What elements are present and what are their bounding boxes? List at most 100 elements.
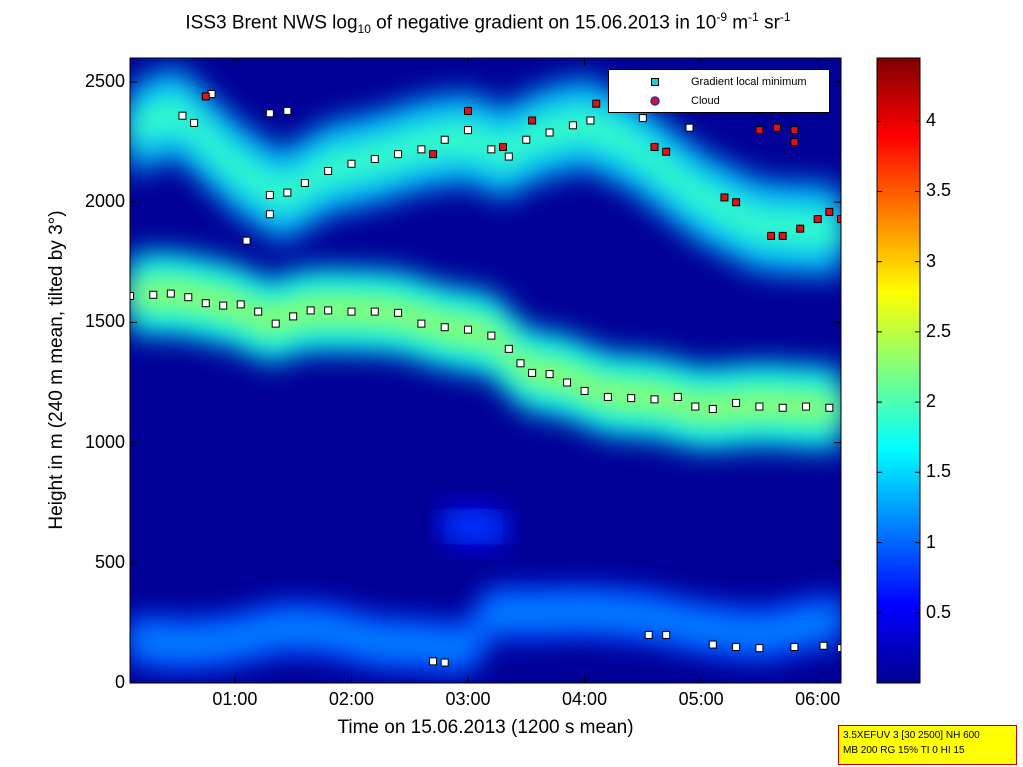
gradient-minimum-point	[644, 630, 653, 639]
gradient-minimum-point	[394, 150, 403, 159]
cloud-point	[498, 142, 507, 151]
x-tick-label: 01:00	[212, 689, 258, 709]
cloud-point	[592, 99, 601, 108]
gradient-minimum-point	[201, 299, 210, 308]
gradient-minimum-point	[650, 395, 659, 404]
gradient-minimum-point	[265, 191, 274, 200]
gradient-minimum-point	[464, 126, 473, 135]
gradient-minimum-point	[685, 123, 694, 132]
legend-label-cloud: Cloud	[691, 95, 720, 107]
gradient-minimum-point	[265, 109, 274, 118]
x-tick-label: 03:00	[445, 689, 491, 709]
x-axis-label: Time on 15.06.2013 (1200 s mean)	[337, 717, 634, 738]
colorbar	[876, 57, 921, 684]
x-tick-label: 02:00	[328, 689, 374, 709]
gradient-minimum-point	[662, 630, 671, 639]
gradient-minimum-point	[638, 114, 647, 123]
y-tick-label: 2500	[84, 71, 125, 92]
colorbar-tick-label: 2.5	[926, 320, 952, 341]
gradient-minimum-point	[347, 159, 356, 168]
colorbar-tick-label: 4	[926, 110, 937, 131]
heatmap-area	[130, 58, 841, 683]
gradient-minimum-point	[347, 307, 356, 316]
gradient-minimum-point	[755, 402, 764, 411]
title-prefix: ISS3 Brent NWS log	[185, 12, 358, 34]
cloud-point	[650, 142, 659, 151]
cloud-point	[755, 126, 764, 135]
legend-square-marker	[651, 78, 659, 86]
y-axis-label: Height in m (240 m mean, tilted by 3°)	[46, 210, 67, 530]
title-sup2: -1	[748, 10, 759, 24]
gradient-minimum-point	[370, 307, 379, 316]
gradient-minimum-point	[283, 106, 292, 115]
colorbar-tick-label: 0.5	[926, 601, 952, 622]
gradient-minimum-point	[394, 308, 403, 317]
gradient-minimum-point	[708, 404, 717, 413]
gradient-minimum-point	[417, 319, 426, 328]
gradient-minimum-point	[265, 210, 274, 219]
heatmap-band-2-core	[130, 598, 841, 662]
cloud-point	[732, 198, 741, 207]
y-tick-label: 1000	[84, 431, 125, 452]
x-tick-label: 04:00	[562, 689, 608, 709]
gradient-minimum-point	[440, 323, 449, 332]
gradient-minimum-point	[190, 118, 199, 127]
legend-entry-cloud: Cloud	[609, 93, 829, 109]
legend-circle-marker	[650, 96, 660, 106]
gradient-minimum-point	[825, 403, 834, 412]
gradient-minimum-point	[819, 641, 828, 650]
gradient-minimum-point	[236, 300, 245, 309]
gradient-minimum-point	[487, 145, 496, 154]
gradient-minimum-point	[732, 398, 741, 407]
gradient-minimum-point	[289, 312, 298, 321]
info-line-1: 3.5XEFUV 3 [30 2500] NH 600	[843, 730, 980, 741]
plot-frame	[129, 57, 842, 684]
legend-entry-gradient: Gradient local minimum	[609, 74, 829, 90]
gradient-minimum-point	[178, 111, 187, 120]
gradient-minimum-point	[306, 306, 315, 315]
marker-layer	[130, 90, 841, 667]
gradient-minimum-point	[370, 154, 379, 163]
gradient-minimum-point	[802, 402, 811, 411]
gradient-minimum-point	[487, 331, 496, 340]
gradient-minimum-point	[254, 307, 263, 316]
gradient-minimum-point	[219, 301, 228, 310]
title-unit2: sr	[758, 12, 780, 34]
gradient-minimum-point	[324, 306, 333, 315]
colorbar-tick-label: 3	[926, 250, 937, 271]
title-sup3: -1	[779, 10, 791, 24]
gradient-minimum-point	[283, 188, 292, 197]
y-tick-label: 1500	[84, 311, 125, 332]
colorbar-tick-label: 1.5	[926, 461, 952, 482]
gradient-minimum-point	[580, 386, 589, 395]
gradient-minimum-point	[464, 325, 473, 334]
colorbar-tick-label: 3.5	[926, 180, 952, 201]
gradient-minimum-point	[545, 128, 554, 137]
gradient-minimum-point	[673, 392, 682, 401]
gradient-minimum-point	[586, 116, 595, 125]
x-tick-label: 06:00	[795, 689, 841, 709]
gradient-minimum-point	[708, 640, 717, 649]
gradient-minimum-point	[563, 378, 572, 387]
cloud-point	[720, 193, 729, 202]
cloud-point	[790, 126, 799, 135]
gradient-minimum-point	[516, 359, 525, 368]
gradient-minimum-point	[755, 644, 764, 653]
y-tick-label: 500	[94, 551, 125, 572]
info-line-2: MB 200 RG 15% TI 0 HI 15	[843, 745, 965, 756]
axis-ticks	[130, 58, 841, 684]
colorbar-ticks	[877, 120, 920, 614]
info-box: 3.5XEFUV 3 [30 2500] NH 600 MB 200 RG 15…	[838, 725, 1017, 765]
title-middle: of negative gradient on 15.06.2013 in 10	[370, 12, 717, 34]
gradient-minimum-point	[504, 152, 513, 161]
title-sub: 10	[357, 22, 371, 37]
gradient-minimum-point	[732, 642, 741, 651]
gradient-minimum-point	[528, 368, 537, 377]
cloud-point	[837, 215, 841, 224]
cloud-point	[201, 92, 210, 101]
gradient-minimum-point	[778, 403, 787, 412]
cloud-point	[429, 150, 438, 159]
gradient-minimum-point	[691, 402, 700, 411]
gradient-minimum-point	[324, 166, 333, 175]
